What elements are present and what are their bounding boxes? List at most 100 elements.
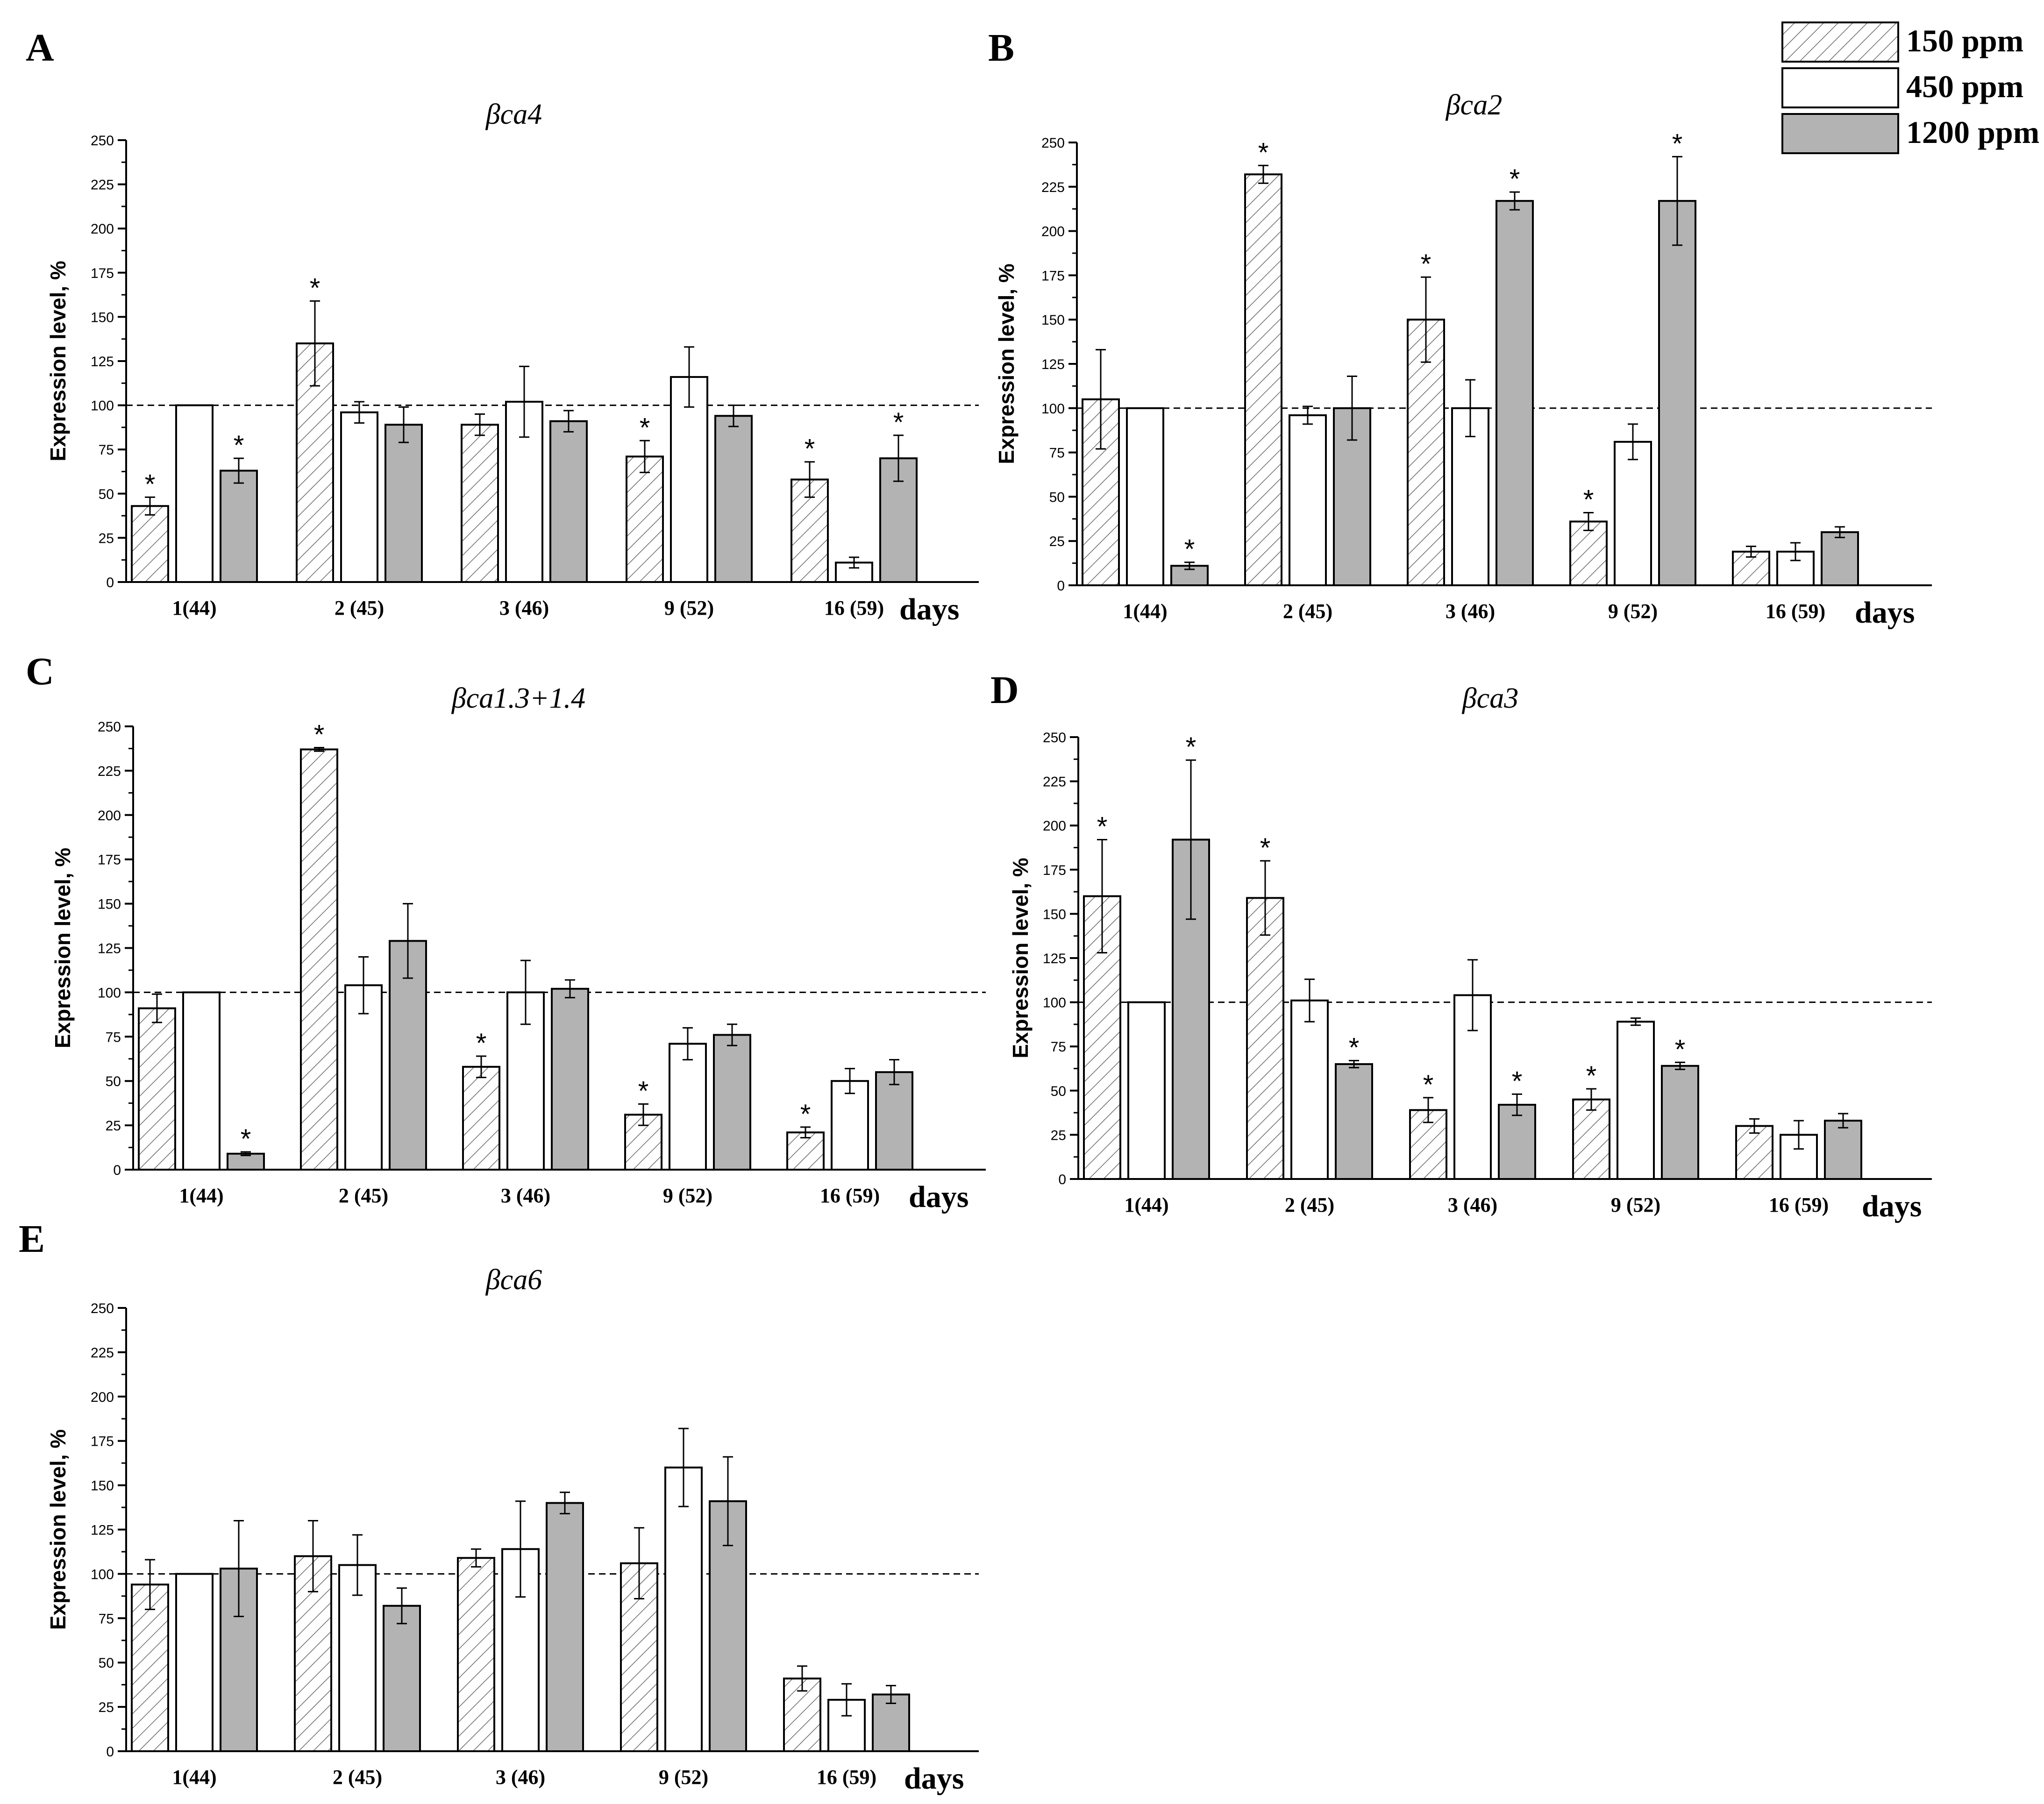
panel-e-ytick-label: 50 <box>99 1655 114 1671</box>
panel-b-ytick-label: 25 <box>1049 534 1065 549</box>
panel-b-significance-star: * <box>1583 485 1594 515</box>
panel-b-ylabel: Expression level, % <box>994 263 1018 464</box>
panel-e-xlabel: days <box>904 1761 964 1796</box>
panel-c-ytick-label: 25 <box>106 1118 121 1134</box>
panel-c-ytick-label: 200 <box>98 808 121 824</box>
legend-label-1200ppm: 1200 ppm <box>1906 114 2039 150</box>
panel-b-ytick-label: 150 <box>1041 313 1065 328</box>
panel-d-bar-450ppm <box>1617 1021 1655 1180</box>
panel-d-ytick-label: 25 <box>1051 1128 1066 1143</box>
panel-b-ytick-label: 225 <box>1041 180 1065 195</box>
panel-a-bar-450ppm <box>340 411 378 583</box>
panel-e-bar-150ppm <box>457 1557 495 1753</box>
panel-c-letter: C <box>26 650 54 693</box>
panel-c-ytick-label: 225 <box>98 764 121 779</box>
panel-d-significance-star: * <box>1512 1066 1523 1096</box>
panel-d-bar-1200ppm <box>1335 1063 1373 1180</box>
panel-c-category-label: 3 (46) <box>501 1184 550 1207</box>
panel-b-significance-star: * <box>1421 249 1432 279</box>
panel-e-bar-1200ppm <box>546 1502 584 1753</box>
panel-a-bar-150ppm <box>626 455 664 583</box>
panel-a-ytick-label: 75 <box>99 442 114 458</box>
panel-c-bar-1200ppm <box>713 1034 751 1171</box>
panel-b-ytick-label: 75 <box>1049 446 1065 461</box>
panel-c-ytick-label: 100 <box>98 985 121 1001</box>
panel-a-category-label: 9 (52) <box>664 597 714 619</box>
panel-e-ytick-label: 200 <box>91 1390 114 1405</box>
panel-d-bar-1200ppm <box>1824 1120 1862 1180</box>
panel-b-bar-150ppm <box>1407 319 1445 586</box>
panel-a-ytick-label: 0 <box>106 575 114 590</box>
panel-d-letter: D <box>990 668 1019 712</box>
panel-c-bar-450ppm <box>182 991 221 1171</box>
panel-b-bar-450ppm <box>1289 414 1327 587</box>
panel-a-significance-star: * <box>805 434 815 464</box>
panel-b-category-label: 9 (52) <box>1608 600 1658 623</box>
panel-a-title: βca4 <box>485 99 542 130</box>
panel-d-significance-star: * <box>1186 732 1196 762</box>
panel-e-ytick-label: 225 <box>91 1345 114 1361</box>
panel-a-ytick-label: 50 <box>99 487 114 502</box>
panel-b-bar-150ppm <box>1244 173 1282 587</box>
panel-c-bar-450ppm <box>669 1043 707 1171</box>
panel-b-bar-450ppm <box>1126 407 1164 586</box>
panel-a-letter: A <box>26 26 54 70</box>
panel-b-category-label: 2 (45) <box>1283 600 1332 623</box>
panel-d-significance-star: * <box>1349 1032 1360 1063</box>
panel-c-category-label: 16 (59) <box>820 1184 880 1207</box>
panel-d-ytick-label: 75 <box>1051 1039 1066 1055</box>
panel-b-significance-star: * <box>1672 128 1683 159</box>
panel-a-ytick-label: 125 <box>91 354 114 369</box>
panel-d-significance-star: * <box>1586 1061 1597 1091</box>
panel-d-ytick-label: 50 <box>1051 1084 1066 1099</box>
panel-a-bar-150ppm <box>461 424 499 583</box>
panel-b-bar-1200ppm <box>1658 200 1696 586</box>
panel-c-title: βca1.3+1.4 <box>451 682 585 714</box>
panel-c-bar-450ppm <box>344 984 383 1171</box>
legend-swatch-white <box>1781 67 1899 108</box>
panel-e-ytick-label: 0 <box>106 1744 114 1760</box>
panel-a-category-label: 3 (46) <box>499 597 549 619</box>
panel-d-bar-1200ppm <box>1661 1065 1699 1180</box>
panel-a-xlabel: days <box>899 592 959 626</box>
panel-c-ytick-label: 250 <box>98 719 121 735</box>
panel-e-category-label: 16 (59) <box>817 1766 876 1789</box>
panel-d-title: βca3 <box>1462 682 1518 714</box>
panel-d-significance-star: * <box>1097 811 1108 842</box>
panel-d-ytick-label: 250 <box>1043 730 1066 746</box>
panel-b-ytick-label: 175 <box>1041 268 1065 284</box>
panel-d-ylabel: Expression level, % <box>1008 858 1033 1058</box>
panel-a-significance-star: * <box>234 430 244 461</box>
panel-d-xlabel: days <box>1862 1189 1922 1223</box>
panel-c-significance-star: * <box>476 1028 487 1058</box>
panel-c-ytick-label: 125 <box>98 941 121 957</box>
panel-d-significance-star: * <box>1260 833 1271 863</box>
panel-e-bar-1200ppm <box>383 1605 421 1753</box>
panel-b-letter: B <box>988 26 1014 70</box>
panel-a-ytick-label: 250 <box>91 133 114 149</box>
panel-e-ytick-label: 25 <box>99 1700 114 1715</box>
panel-c-category-label: 9 (52) <box>663 1184 712 1207</box>
panel-b-xlabel: days <box>1855 596 1915 630</box>
panel-a-bar-1200ppm <box>385 424 423 583</box>
legend-swatch-gray <box>1781 113 1899 154</box>
panel-a-ytick-label: 100 <box>91 398 114 414</box>
panel-b-bar-450ppm <box>1614 440 1652 587</box>
panel-c-ytick-label: 175 <box>98 852 121 868</box>
panel-d-bar-150ppm <box>1735 1125 1773 1180</box>
panel-e-ytick-label: 150 <box>91 1478 114 1494</box>
panel-a-ytick-label: 25 <box>99 531 114 546</box>
panel-c-bar-450ppm <box>831 1080 869 1171</box>
panel-e-bar-450ppm <box>338 1564 377 1752</box>
panel-c-bar-150ppm <box>300 748 338 1171</box>
panel-a-bar-1200ppm <box>220 469 258 583</box>
panel-c-significance-star: * <box>314 720 325 750</box>
panel-d-category-label: 9 (52) <box>1611 1193 1660 1216</box>
panel-d-bar-150ppm <box>1246 897 1284 1180</box>
panel-b-category-label: 1(44) <box>1123 600 1167 623</box>
panel-b-category-label: 16 (59) <box>1766 600 1825 623</box>
panel-b-category-label: 3 (46) <box>1446 600 1495 623</box>
panel-c-ytick-label: 75 <box>106 1030 121 1045</box>
